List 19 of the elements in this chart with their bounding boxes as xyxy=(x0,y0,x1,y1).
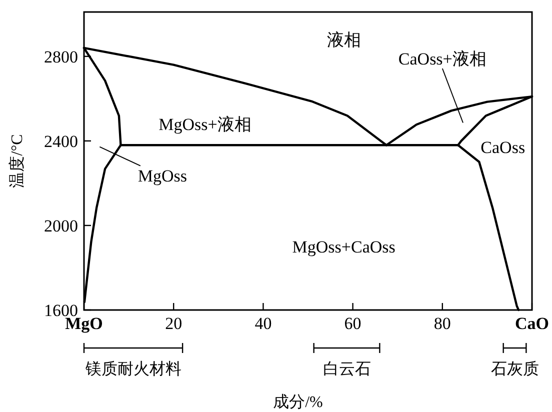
annotation: 液相 xyxy=(326,30,361,50)
text: 石灰质 xyxy=(490,360,539,378)
y-tick-label: 2400 xyxy=(44,132,78,151)
x-tick-label: 20 xyxy=(165,314,182,333)
x-tick-label: 40 xyxy=(254,314,272,333)
y-axis-title: 温度/°C xyxy=(8,134,26,188)
x-tick-label: 80 xyxy=(434,314,451,333)
annotation: MgOss xyxy=(138,166,187,186)
x-tick-label: 60 xyxy=(344,314,362,333)
x-tick-label: CaO xyxy=(515,314,549,333)
annotation: CaOss+液相 xyxy=(398,49,486,68)
y-tick-label: 2000 xyxy=(44,216,78,236)
annotation: CaOss xyxy=(480,138,526,158)
y-tick-label: 2800 xyxy=(44,47,78,66)
annotation: MgOss+CaOss xyxy=(292,238,396,257)
x-axis-title: 成分/% xyxy=(273,393,323,411)
text: 镁质耐火材料 xyxy=(84,360,182,378)
annotation: MgOss+液相 xyxy=(158,114,252,134)
text: 白云石 xyxy=(322,361,371,378)
